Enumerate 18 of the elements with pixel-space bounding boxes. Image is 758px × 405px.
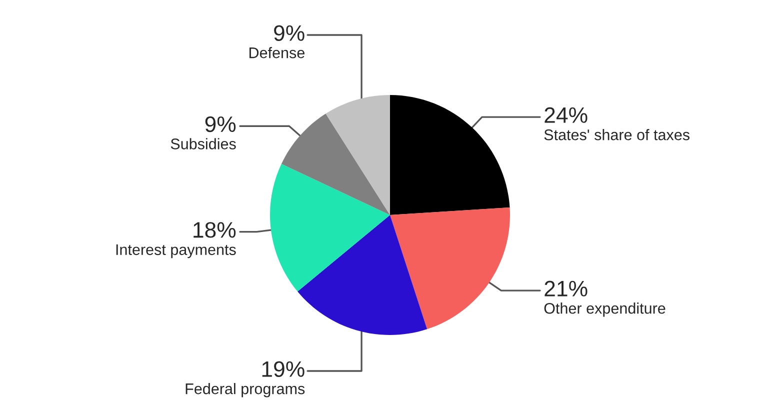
- pie-slice: [326, 95, 390, 215]
- pie-slice: [270, 164, 390, 292]
- slice-label: States' share of taxes: [544, 129, 690, 140]
- data-label: 9%: [274, 25, 304, 41]
- data-label: 19%: [262, 361, 304, 377]
- slice-label: Interest payments: [116, 244, 236, 258]
- slice-label: Other expenditure: [544, 302, 666, 317]
- slice-label: Defense: [249, 47, 304, 58]
- pie-slice: [390, 95, 510, 215]
- data-label: 24%: [544, 107, 588, 123]
- slice-label: Subsidies: [170, 138, 236, 150]
- pie-slice: [390, 207, 510, 330]
- data-label: 18%: [194, 222, 236, 238]
- data-label: 21%: [544, 280, 588, 296]
- pie-slice: [281, 114, 390, 215]
- slice-label: Federal programs: [186, 383, 305, 398]
- pie-slice: [298, 215, 428, 335]
- data-label: 9%: [205, 116, 236, 132]
